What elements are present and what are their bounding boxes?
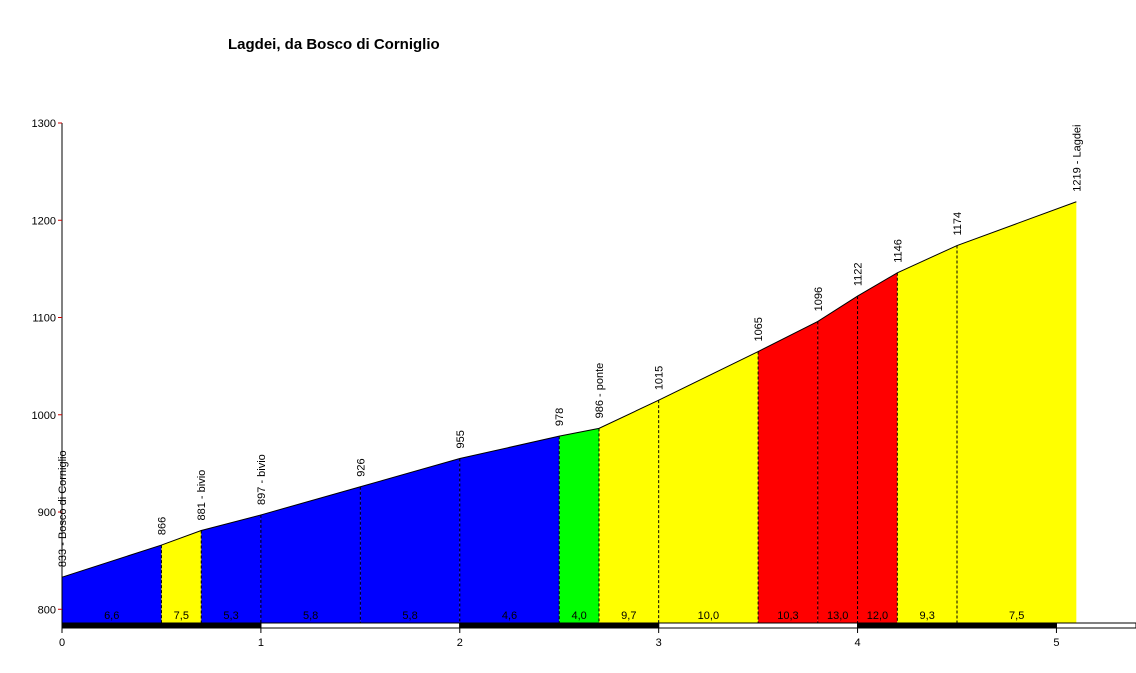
point-label-8: 1015 (654, 366, 666, 390)
x-tick-label-4: 4 (854, 637, 860, 649)
profile-line (61, 201, 1077, 578)
gradient-segment-7 (559, 428, 599, 623)
gradient-label-10: 10,3 (777, 610, 798, 622)
point-label-7: 986 - ponte (594, 363, 606, 419)
gradient-segment-1 (62, 545, 162, 623)
point-label-5: 955 (455, 430, 467, 448)
km-bar-2 (459, 622, 660, 629)
point-label-10: 1096 (813, 287, 825, 311)
chart-title: Lagdei, da Bosco di Corniglio (228, 36, 440, 53)
y-tick-label-2: 1000 (32, 410, 56, 422)
gradient-segment-14 (957, 201, 1077, 623)
gradient-label-7: 4,0 (571, 610, 586, 622)
km-bar-1 (260, 622, 461, 629)
gradient-label-12: 12,0 (867, 610, 888, 622)
gradient-label-5: 5,8 (402, 610, 417, 622)
gradient-label-3: 5,3 (223, 610, 238, 622)
gradient-label-14: 7,5 (1009, 610, 1024, 622)
y-tick-label-3: 1100 (32, 313, 56, 325)
y-tick-label-4: 1200 (32, 215, 56, 227)
x-tick-label-2: 2 (457, 637, 463, 649)
gradient-label-8: 9,7 (621, 610, 636, 622)
point-label-1: 866 (156, 517, 168, 535)
y-tick-label-1: 900 (38, 507, 56, 519)
y-tick-label-5: 1300 (32, 118, 56, 130)
gradient-segment-5 (360, 458, 460, 623)
km-bar-0 (61, 622, 262, 629)
axes: 800 900 1000 1100 1200 1300 0 1 2 3 4 5 (32, 118, 1136, 649)
point-label-14: 1219 - Lagdei (1071, 124, 1083, 191)
profile-line-group (61, 201, 1077, 623)
point-label-6: 978 (554, 408, 566, 426)
gradient-labels: 6,6 7,5 5,3 5,8 5,8 4,6 4,0 9,7 10,0 10,3 13,0 12,0… (104, 610, 1024, 622)
gradient-areas (62, 201, 1077, 623)
gradient-label-6: 4,6 (502, 610, 517, 622)
gradient-segment-8 (599, 400, 659, 623)
x-tick-label-0: 0 (59, 637, 65, 649)
point-label-4: 926 (355, 458, 367, 476)
x-tick-label-3: 3 (656, 637, 662, 649)
gradient-segment-6 (459, 436, 560, 623)
point-label-9: 1065 (753, 317, 765, 341)
gradient-segment-3 (201, 514, 261, 623)
gradient-label-2: 7,5 (174, 610, 189, 622)
point-label-13: 1174 (952, 212, 964, 236)
point-label-0: 833 - Bosco di Corniglio (57, 450, 69, 567)
km-bar-3 (658, 622, 859, 629)
point-label-3: 897 - bivio (256, 454, 268, 505)
km-bar-5 (1055, 622, 1136, 629)
y-tick-label-0: 800 (38, 604, 56, 616)
gradient-segment-13 (897, 245, 957, 623)
gradient-label-4: 5,8 (303, 610, 318, 622)
point-labels: 833 - Bosco di Corniglio 866 881 - bivio 89… (57, 124, 1083, 567)
point-label-11: 1122 (853, 262, 865, 286)
point-label-2: 881 - bivio (196, 470, 208, 521)
gradient-segment-9 (658, 351, 759, 623)
gradient-label-13: 9,3 (920, 610, 935, 622)
gradient-segment-10 (758, 321, 818, 623)
gradient-segment-11 (817, 296, 858, 623)
point-label-12: 1146 (892, 239, 904, 263)
x-tick-label-1: 1 (258, 637, 264, 649)
gradient-label-11: 13,0 (827, 610, 848, 622)
gradient-label-1: 6,6 (104, 610, 119, 622)
x-tick-label-5: 5 (1053, 637, 1059, 649)
gradient-segment-12 (857, 272, 898, 623)
gradient-segment-4 (260, 486, 361, 623)
km-bar-4 (857, 622, 1057, 629)
gradient-segment-2 (161, 530, 202, 623)
gradient-label-9: 10,0 (698, 610, 719, 622)
